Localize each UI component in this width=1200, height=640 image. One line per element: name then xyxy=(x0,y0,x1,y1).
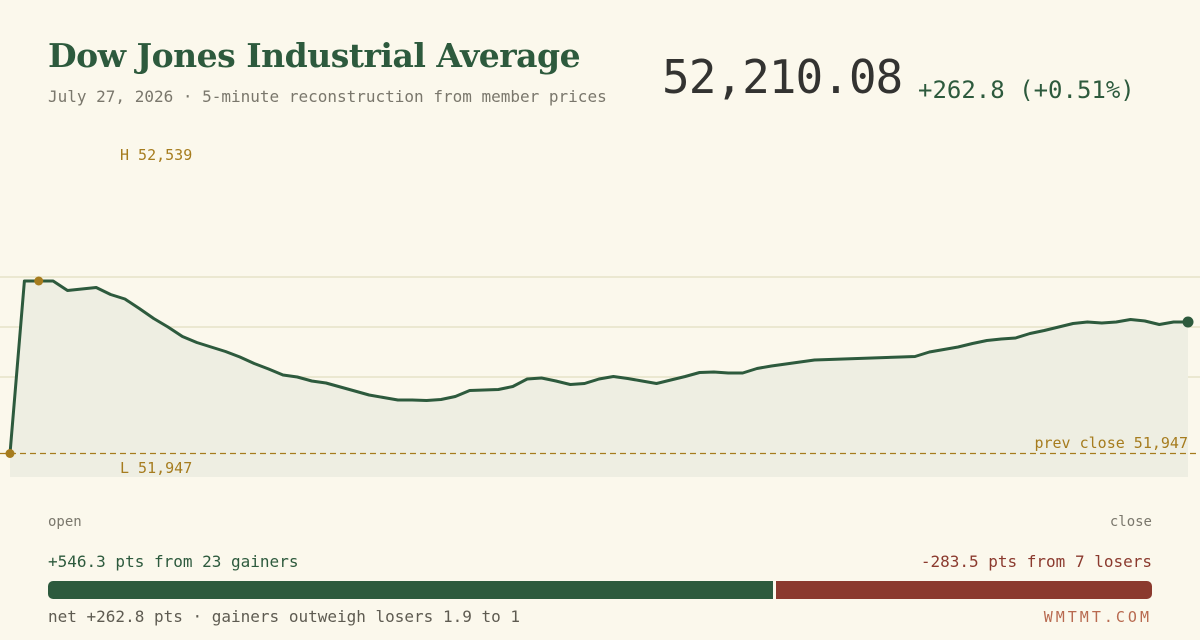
last-price: 52,210.08 xyxy=(662,50,903,104)
prev-close-label: prev close 51,947 xyxy=(1034,434,1188,452)
gainers-summary: +546.3 pts from 23 gainers xyxy=(48,552,299,571)
page-title: Dow Jones Industrial Average xyxy=(48,36,581,75)
low-label: L 51,947 xyxy=(120,459,192,477)
high-marker xyxy=(34,276,44,286)
low-marker xyxy=(5,449,15,458)
price-change: +262.8 (+0.51%) xyxy=(918,76,1135,104)
gainers-bar xyxy=(48,581,773,599)
series-line xyxy=(8,279,1188,454)
losers-bar xyxy=(775,581,1152,599)
page-subtitle: July 27, 2026 · 5-minute reconstruction … xyxy=(48,87,607,106)
net-summary: net +262.8 pts · gainers outweigh losers… xyxy=(48,607,521,626)
brand-logo: WMTMT.COM xyxy=(1043,608,1152,626)
line-chart: H 52,539 L 51,947 prev close 51,947 xyxy=(0,146,1200,477)
last-point-marker xyxy=(1182,316,1194,328)
high-label: H 52,539 xyxy=(120,146,192,164)
x-axis-end-label: close xyxy=(1109,514,1152,530)
x-axis-start-label: open xyxy=(48,514,82,530)
losers-summary: -283.5 pts from 7 losers xyxy=(920,552,1152,571)
breadth-bar xyxy=(48,581,1152,599)
